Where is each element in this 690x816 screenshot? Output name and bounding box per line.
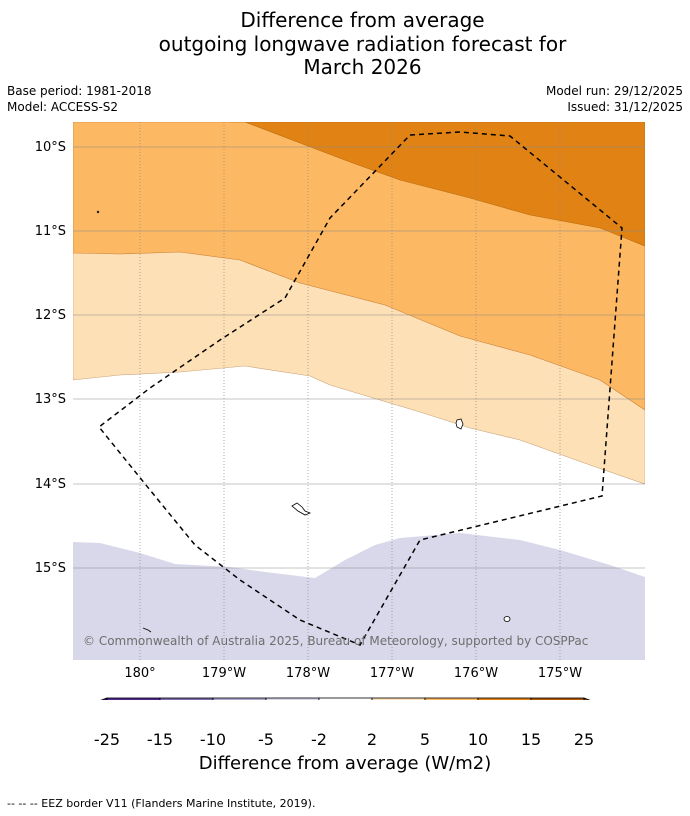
title-line-1: Difference from average <box>240 8 485 32</box>
colorbar-label: -2 <box>311 730 327 749</box>
colorbar-label: -10 <box>199 730 227 749</box>
colorbar-label: 5 <box>419 730 431 749</box>
lat-label: 14°S <box>35 477 66 492</box>
colorbar-label: 25 <box>573 730 595 749</box>
eez-border <box>97 131 623 646</box>
issued-date: Issued: 31/12/2025 <box>567 100 683 114</box>
colorbar-segment <box>530 697 585 700</box>
lat-label: 12°S <box>35 308 66 323</box>
colorbar-segment <box>318 697 373 700</box>
colorbar <box>100 697 591 700</box>
map-plot-area: © Commonwealth of Australia 2025, Bureau… <box>73 122 645 660</box>
lon-label: 180° <box>124 666 155 681</box>
lon-labels: 180° 179°W 178°W 177°W 176°W 175°W <box>124 666 582 681</box>
colorbar-segment <box>424 697 479 700</box>
model-run: Model run: 29/12/2025 <box>545 84 683 98</box>
lat-label: 13°S <box>35 392 66 407</box>
islands <box>96 210 511 633</box>
colorbar-segment <box>212 697 267 700</box>
lat-labels: 10°S 11°S 12°S 13°S 14°S 15°S <box>35 140 66 576</box>
lon-label: 179°W <box>202 666 246 681</box>
lon-label: 175°W <box>538 666 582 681</box>
colorbar-min-extension <box>100 697 108 700</box>
colorbar-segment <box>477 697 532 700</box>
colorbar-label: -25 <box>93 730 121 749</box>
map-figure: © Commonwealth of Australia 2025, Bureau… <box>35 122 645 700</box>
colorbar-max-extension <box>583 697 591 700</box>
lon-label: 177°W <box>370 666 414 681</box>
colorbar-segment <box>371 697 426 700</box>
lat-label: 10°S <box>35 140 66 155</box>
footer-legend: -- -- -- EEZ border V11 (Flanders Marine… <box>7 797 316 810</box>
band-minus-5-to-minus-2 <box>73 533 645 660</box>
model-name: Model: ACCESS-S2 <box>7 100 119 114</box>
lat-label: 11°S <box>35 224 66 239</box>
lon-label: 178°W <box>286 666 330 681</box>
title-line-3: March 2026 <box>303 55 422 79</box>
colorbar-label: 2 <box>366 730 378 749</box>
copyright-notice: © Commonwealth of Australia 2025, Bureau… <box>83 634 588 648</box>
base-period: Base period: 1981-2018 <box>7 84 152 98</box>
lat-label: 15°S <box>35 561 66 576</box>
lon-label: 176°W <box>454 666 498 681</box>
colorbar-label: -5 <box>258 730 274 749</box>
colorbar-segment <box>265 697 320 700</box>
colorbar-title: Difference from average (W/m2) <box>198 753 492 774</box>
colorbar-segment <box>106 697 161 700</box>
graticule <box>73 122 645 660</box>
colorbar-segment <box>159 697 214 700</box>
band-10-to-15 <box>230 122 645 247</box>
title-line-2: outgoing longwave radiation forecast for <box>158 32 567 56</box>
colorbar-label: 10 <box>467 730 489 749</box>
colorbar-label: -15 <box>146 730 174 749</box>
colorbar-label: 15 <box>520 730 542 749</box>
